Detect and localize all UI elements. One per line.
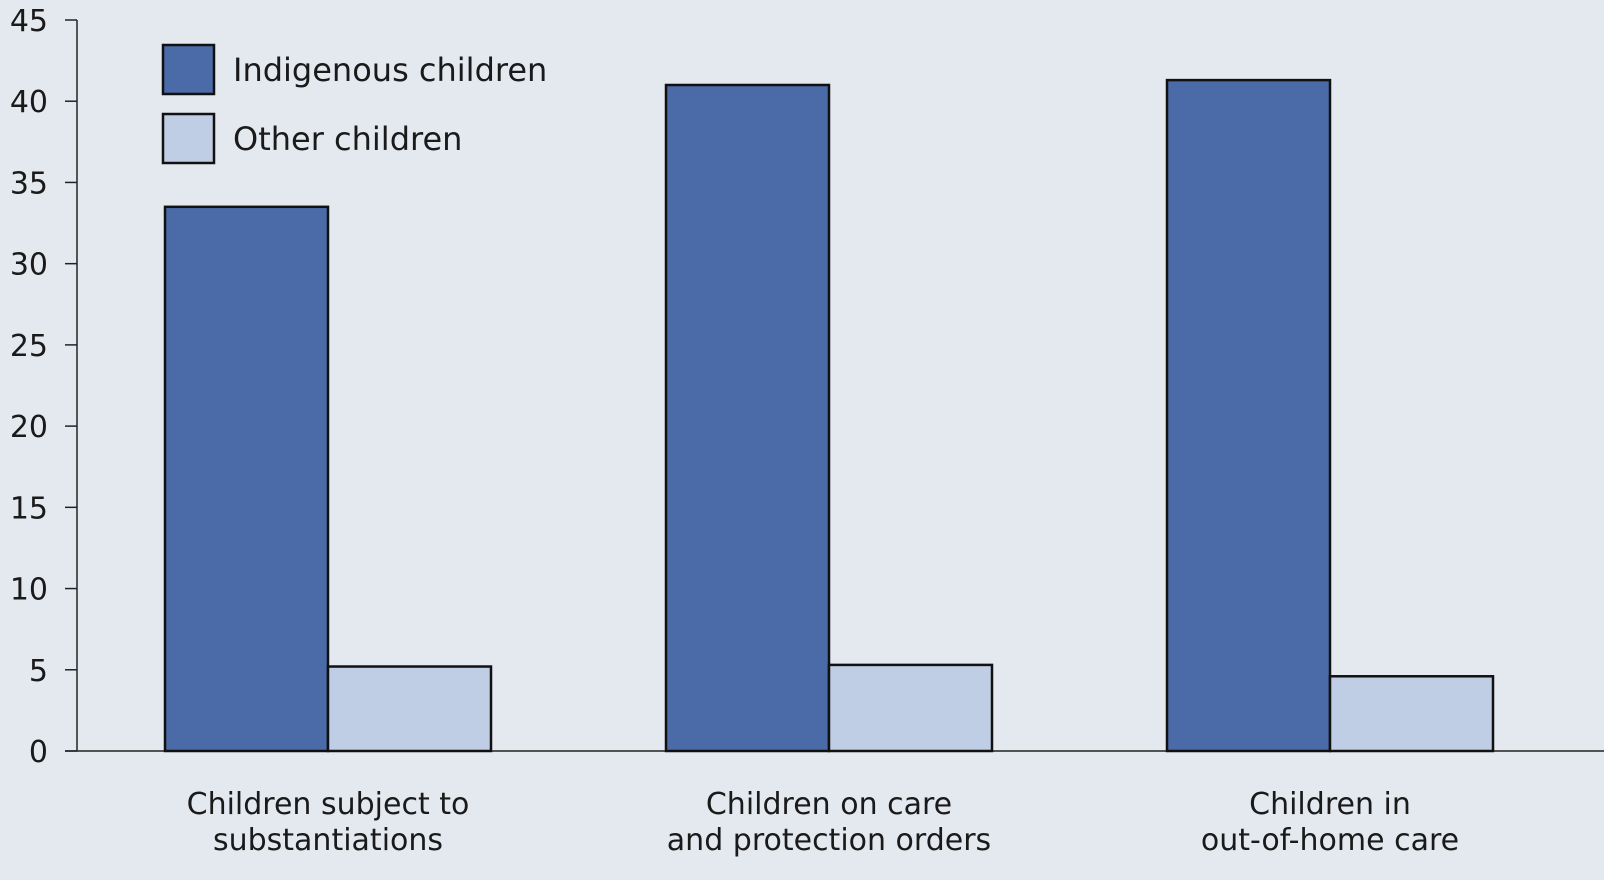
bar-indigenous-1 — [664, 83, 831, 753]
bar-other-0 — [326, 665, 493, 753]
y-tick-label: 5 — [29, 654, 48, 689]
category-label: substantiations — [213, 823, 443, 858]
axes: 0 5 10 15 20 25 30 35 40 45 Children subject tosub… — [10, 4, 1604, 858]
y-tick-label: 15 — [10, 491, 48, 526]
category-label: Children on care — [706, 787, 952, 822]
legend: Indigenous children Other children — [161, 43, 547, 165]
category-label: and protection orders — [667, 823, 991, 858]
legend-swatch-other — [161, 112, 216, 165]
y-tick-label: 0 — [29, 735, 48, 770]
y-tick-label: 25 — [10, 329, 48, 364]
y-tick-label: 30 — [10, 248, 48, 283]
bars — [163, 78, 1495, 753]
y-tick-label: 20 — [10, 410, 48, 445]
legend-label-indigenous: Indigenous children — [233, 51, 547, 89]
legend-label-other: Other children — [233, 120, 462, 158]
bar-other-1 — [827, 663, 994, 753]
category-label: out-of-home care — [1201, 823, 1459, 858]
bar-indigenous-2 — [1165, 78, 1332, 753]
bar-indigenous-0 — [163, 205, 330, 753]
category-label: Children subject to — [187, 787, 470, 822]
bar-other-2 — [1328, 675, 1495, 753]
category-label: Children in — [1249, 787, 1411, 822]
y-tick-label: 40 — [10, 85, 48, 120]
y-tick-label: 35 — [10, 166, 48, 201]
legend-swatch-indigenous — [161, 43, 216, 96]
y-tick-label: 45 — [10, 4, 48, 39]
y-tick-label: 10 — [10, 573, 48, 608]
